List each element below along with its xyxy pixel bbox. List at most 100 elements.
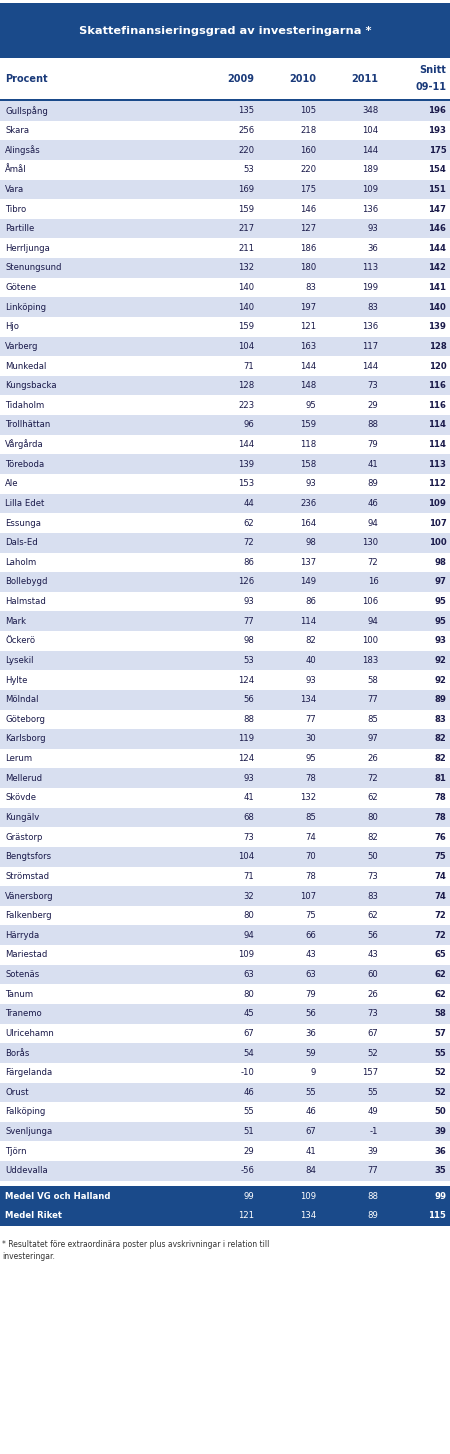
- Text: Götene: Götene: [5, 284, 36, 292]
- Text: 104: 104: [238, 852, 254, 861]
- Text: 78: 78: [306, 872, 316, 881]
- Text: 180: 180: [300, 263, 316, 272]
- Text: Mark: Mark: [5, 616, 27, 625]
- Text: Göteborg: Göteborg: [5, 715, 45, 724]
- Text: Munkedal: Munkedal: [5, 362, 47, 371]
- FancyBboxPatch shape: [0, 827, 450, 846]
- Text: 55: 55: [435, 1048, 446, 1057]
- Text: 83: 83: [306, 284, 316, 292]
- Text: 41: 41: [368, 459, 378, 468]
- Text: 62: 62: [243, 519, 254, 528]
- Text: 80: 80: [243, 912, 254, 920]
- Text: 153: 153: [238, 480, 254, 489]
- Text: 88: 88: [368, 420, 378, 429]
- Text: Töreboda: Töreboda: [5, 459, 45, 468]
- Text: 196: 196: [428, 106, 446, 115]
- Text: 52: 52: [435, 1069, 446, 1077]
- Text: -56: -56: [240, 1166, 254, 1175]
- Text: 119: 119: [238, 734, 254, 743]
- Text: Uddevalla: Uddevalla: [5, 1166, 48, 1175]
- FancyBboxPatch shape: [0, 1024, 450, 1043]
- Text: 117: 117: [362, 342, 378, 350]
- FancyBboxPatch shape: [0, 631, 450, 650]
- Text: 147: 147: [428, 205, 446, 214]
- Text: 26: 26: [368, 990, 378, 999]
- Text: Vara: Vara: [5, 185, 25, 193]
- FancyBboxPatch shape: [0, 945, 450, 964]
- Text: 140: 140: [238, 302, 254, 311]
- Text: 98: 98: [243, 637, 254, 646]
- Text: 85: 85: [306, 813, 316, 822]
- FancyBboxPatch shape: [0, 257, 450, 278]
- Text: Lerum: Lerum: [5, 755, 32, 763]
- Text: Skövde: Skövde: [5, 794, 36, 803]
- FancyBboxPatch shape: [0, 317, 450, 336]
- FancyBboxPatch shape: [0, 238, 450, 257]
- Text: 149: 149: [300, 577, 316, 586]
- FancyBboxPatch shape: [0, 710, 450, 728]
- Text: 114: 114: [428, 441, 446, 449]
- FancyBboxPatch shape: [0, 1141, 450, 1160]
- Text: 160: 160: [300, 145, 316, 154]
- Text: 99: 99: [434, 1192, 446, 1201]
- Text: 175: 175: [429, 145, 446, 154]
- Text: 73: 73: [368, 1009, 378, 1018]
- Text: 78: 78: [435, 794, 446, 803]
- Text: 109: 109: [428, 499, 446, 507]
- Text: 82: 82: [306, 637, 316, 646]
- Text: Sotenäs: Sotenäs: [5, 970, 40, 979]
- Text: 197: 197: [300, 302, 316, 311]
- Text: 50: 50: [368, 852, 378, 861]
- Text: 36: 36: [368, 244, 378, 253]
- Text: Mölndal: Mölndal: [5, 695, 39, 704]
- Text: 82: 82: [435, 734, 446, 743]
- Text: 56: 56: [243, 695, 254, 704]
- Text: 39: 39: [435, 1127, 446, 1136]
- Text: 9: 9: [311, 1069, 316, 1077]
- Text: 80: 80: [368, 813, 378, 822]
- FancyBboxPatch shape: [0, 99, 450, 102]
- FancyBboxPatch shape: [0, 218, 450, 238]
- Text: 109: 109: [300, 1192, 316, 1201]
- Text: 96: 96: [243, 420, 254, 429]
- Text: 95: 95: [435, 616, 446, 625]
- Text: 135: 135: [238, 106, 254, 115]
- Text: 106: 106: [362, 598, 378, 606]
- Text: 55: 55: [306, 1088, 316, 1096]
- Text: 218: 218: [300, 126, 316, 135]
- Text: 113: 113: [428, 459, 446, 468]
- Text: 193: 193: [428, 126, 446, 135]
- Text: 146: 146: [428, 224, 446, 233]
- Text: -1: -1: [370, 1127, 378, 1136]
- Text: 46: 46: [368, 499, 378, 507]
- FancyBboxPatch shape: [0, 788, 450, 807]
- Text: Skattefinansieringsgrad av investeringarna *: Skattefinansieringsgrad av investeringar…: [79, 26, 371, 35]
- Text: 109: 109: [238, 951, 254, 960]
- Text: 77: 77: [368, 695, 378, 704]
- FancyBboxPatch shape: [0, 375, 450, 395]
- Text: 44: 44: [243, 499, 254, 507]
- FancyBboxPatch shape: [0, 532, 450, 553]
- Text: 82: 82: [435, 755, 446, 763]
- Text: 144: 144: [238, 441, 254, 449]
- Text: Snitt: Snitt: [419, 64, 446, 74]
- Text: 118: 118: [300, 441, 316, 449]
- FancyBboxPatch shape: [0, 1082, 450, 1102]
- Text: Tibro: Tibro: [5, 205, 27, 214]
- Text: 158: 158: [300, 459, 316, 468]
- FancyBboxPatch shape: [0, 356, 450, 375]
- Text: 97: 97: [435, 577, 446, 586]
- Text: 41: 41: [243, 794, 254, 803]
- Text: Skara: Skara: [5, 126, 30, 135]
- Text: 93: 93: [243, 774, 254, 782]
- Text: -10: -10: [240, 1069, 254, 1077]
- Text: Falköping: Falköping: [5, 1108, 46, 1117]
- Text: Essunga: Essunga: [5, 519, 41, 528]
- Text: 159: 159: [238, 323, 254, 332]
- Text: 217: 217: [238, 224, 254, 233]
- Text: 140: 140: [238, 284, 254, 292]
- FancyBboxPatch shape: [0, 121, 450, 140]
- FancyBboxPatch shape: [0, 885, 450, 906]
- Text: Medel VG och Halland: Medel VG och Halland: [5, 1192, 111, 1201]
- Text: Strömstad: Strömstad: [5, 872, 50, 881]
